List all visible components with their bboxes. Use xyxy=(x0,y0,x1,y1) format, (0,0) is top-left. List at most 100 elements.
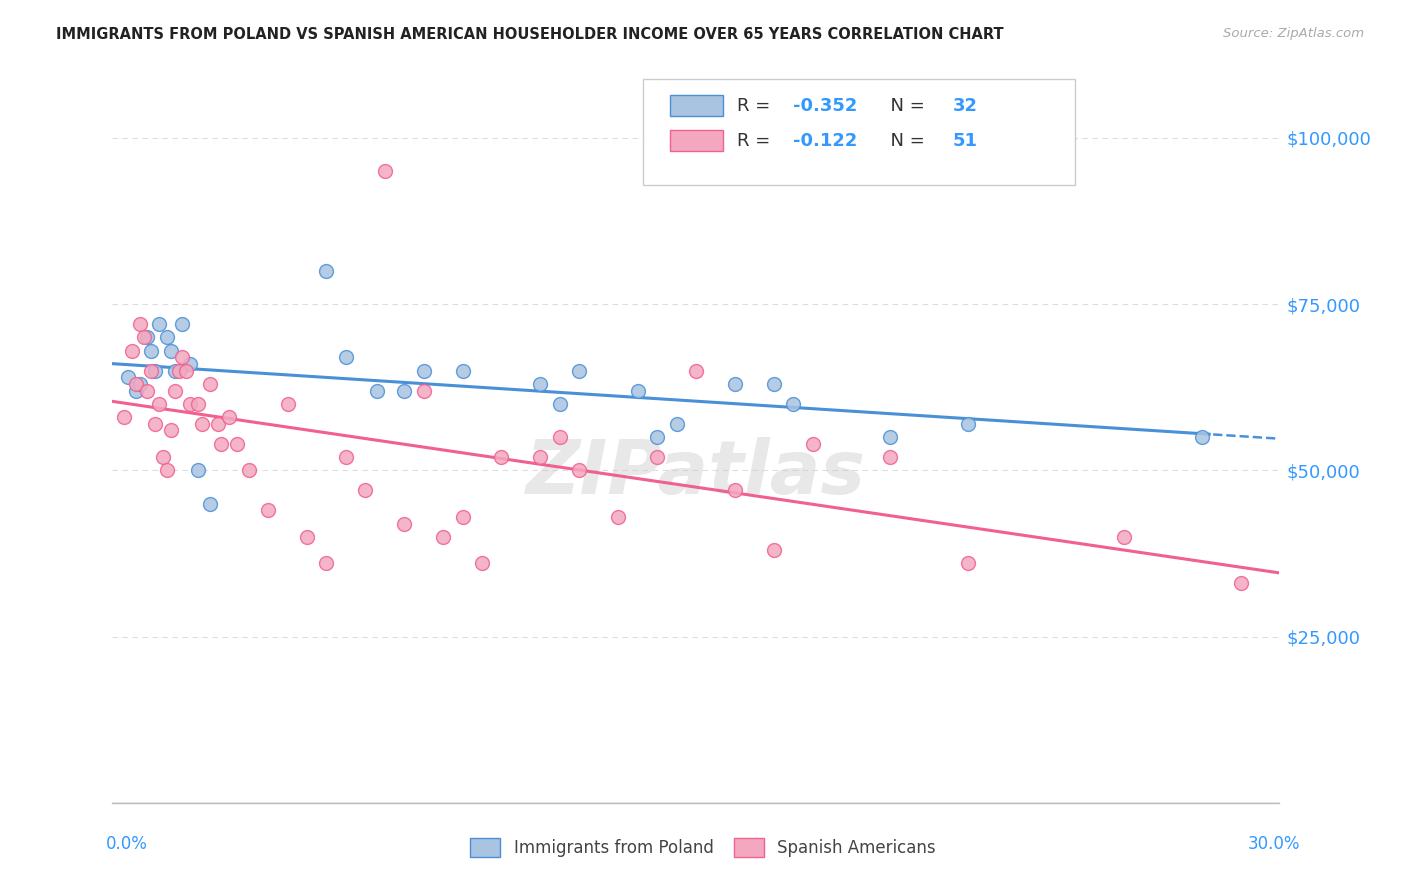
Point xyxy=(163,384,186,398)
Point xyxy=(762,543,785,558)
Point xyxy=(257,503,280,517)
Point xyxy=(354,483,377,498)
Point xyxy=(152,450,174,464)
Point xyxy=(491,450,513,464)
Point xyxy=(198,497,221,511)
Point xyxy=(548,430,571,444)
Point xyxy=(128,376,150,391)
Point xyxy=(471,557,494,571)
Point xyxy=(160,424,183,438)
Point xyxy=(179,357,201,371)
Point xyxy=(218,410,240,425)
Point xyxy=(167,363,190,377)
Point xyxy=(568,363,591,377)
Point xyxy=(315,557,337,571)
Point xyxy=(957,557,980,571)
Point xyxy=(187,397,209,411)
Point xyxy=(801,436,824,450)
Point xyxy=(762,376,785,391)
Point xyxy=(160,343,183,358)
Point xyxy=(143,363,166,377)
Point xyxy=(276,397,298,411)
Point xyxy=(148,317,170,331)
FancyBboxPatch shape xyxy=(671,130,723,151)
Point xyxy=(172,351,194,365)
Point xyxy=(187,463,209,477)
Point xyxy=(143,417,166,431)
Point xyxy=(209,436,232,450)
Point xyxy=(879,430,901,444)
Point xyxy=(782,397,804,411)
Point xyxy=(179,397,201,411)
Text: R =: R = xyxy=(737,96,776,115)
Point xyxy=(412,384,434,398)
Point xyxy=(125,384,148,398)
Point xyxy=(238,463,260,477)
Point xyxy=(645,430,668,444)
Point xyxy=(529,376,551,391)
Point xyxy=(374,164,396,178)
Point xyxy=(163,363,186,377)
Text: ZIPatlas: ZIPatlas xyxy=(526,437,866,510)
Text: Source: ZipAtlas.com: Source: ZipAtlas.com xyxy=(1223,27,1364,40)
Point xyxy=(191,417,214,431)
Point xyxy=(1191,430,1213,444)
Point xyxy=(128,317,150,331)
Text: 0.0%: 0.0% xyxy=(105,835,148,853)
Point xyxy=(645,450,668,464)
Point xyxy=(125,376,148,391)
Point xyxy=(451,509,474,524)
Point xyxy=(1112,530,1135,544)
Point xyxy=(335,351,357,365)
Point xyxy=(394,516,416,531)
Point xyxy=(141,363,163,377)
Point xyxy=(176,363,198,377)
Point xyxy=(156,330,179,344)
Text: N =: N = xyxy=(879,131,931,150)
Text: R =: R = xyxy=(737,131,776,150)
Point xyxy=(412,363,434,377)
Text: IMMIGRANTS FROM POLAND VS SPANISH AMERICAN HOUSEHOLDER INCOME OVER 65 YEARS CORR: IMMIGRANTS FROM POLAND VS SPANISH AMERIC… xyxy=(56,27,1004,42)
Point xyxy=(198,376,221,391)
Point xyxy=(568,463,591,477)
Point xyxy=(432,530,454,544)
Point xyxy=(136,384,159,398)
Point xyxy=(724,376,747,391)
Text: -0.122: -0.122 xyxy=(793,131,858,150)
Text: 51: 51 xyxy=(952,131,977,150)
FancyBboxPatch shape xyxy=(644,78,1076,185)
Point xyxy=(141,343,163,358)
Point xyxy=(548,397,571,411)
Text: -0.352: -0.352 xyxy=(793,96,858,115)
Point xyxy=(1229,576,1251,591)
FancyBboxPatch shape xyxy=(671,95,723,116)
Text: N =: N = xyxy=(879,96,931,115)
Point xyxy=(112,410,135,425)
Point xyxy=(172,317,194,331)
Point xyxy=(394,384,416,398)
Point xyxy=(451,363,474,377)
Point xyxy=(685,363,707,377)
Point xyxy=(879,450,901,464)
Point xyxy=(121,343,143,358)
Point xyxy=(665,417,688,431)
Point xyxy=(724,483,747,498)
Point xyxy=(132,330,155,344)
Point xyxy=(315,264,337,278)
Point xyxy=(529,450,551,464)
Point xyxy=(607,509,630,524)
Point xyxy=(148,397,170,411)
Point xyxy=(226,436,249,450)
Point xyxy=(957,417,980,431)
Point xyxy=(136,330,159,344)
Text: 30.0%: 30.0% xyxy=(1249,835,1301,853)
Point xyxy=(627,384,650,398)
Point xyxy=(335,450,357,464)
Point xyxy=(156,463,179,477)
Point xyxy=(207,417,229,431)
Text: 32: 32 xyxy=(952,96,977,115)
Point xyxy=(366,384,388,398)
Point xyxy=(117,370,139,384)
Legend: Immigrants from Poland, Spanish Americans: Immigrants from Poland, Spanish American… xyxy=(464,831,942,864)
Point xyxy=(295,530,318,544)
